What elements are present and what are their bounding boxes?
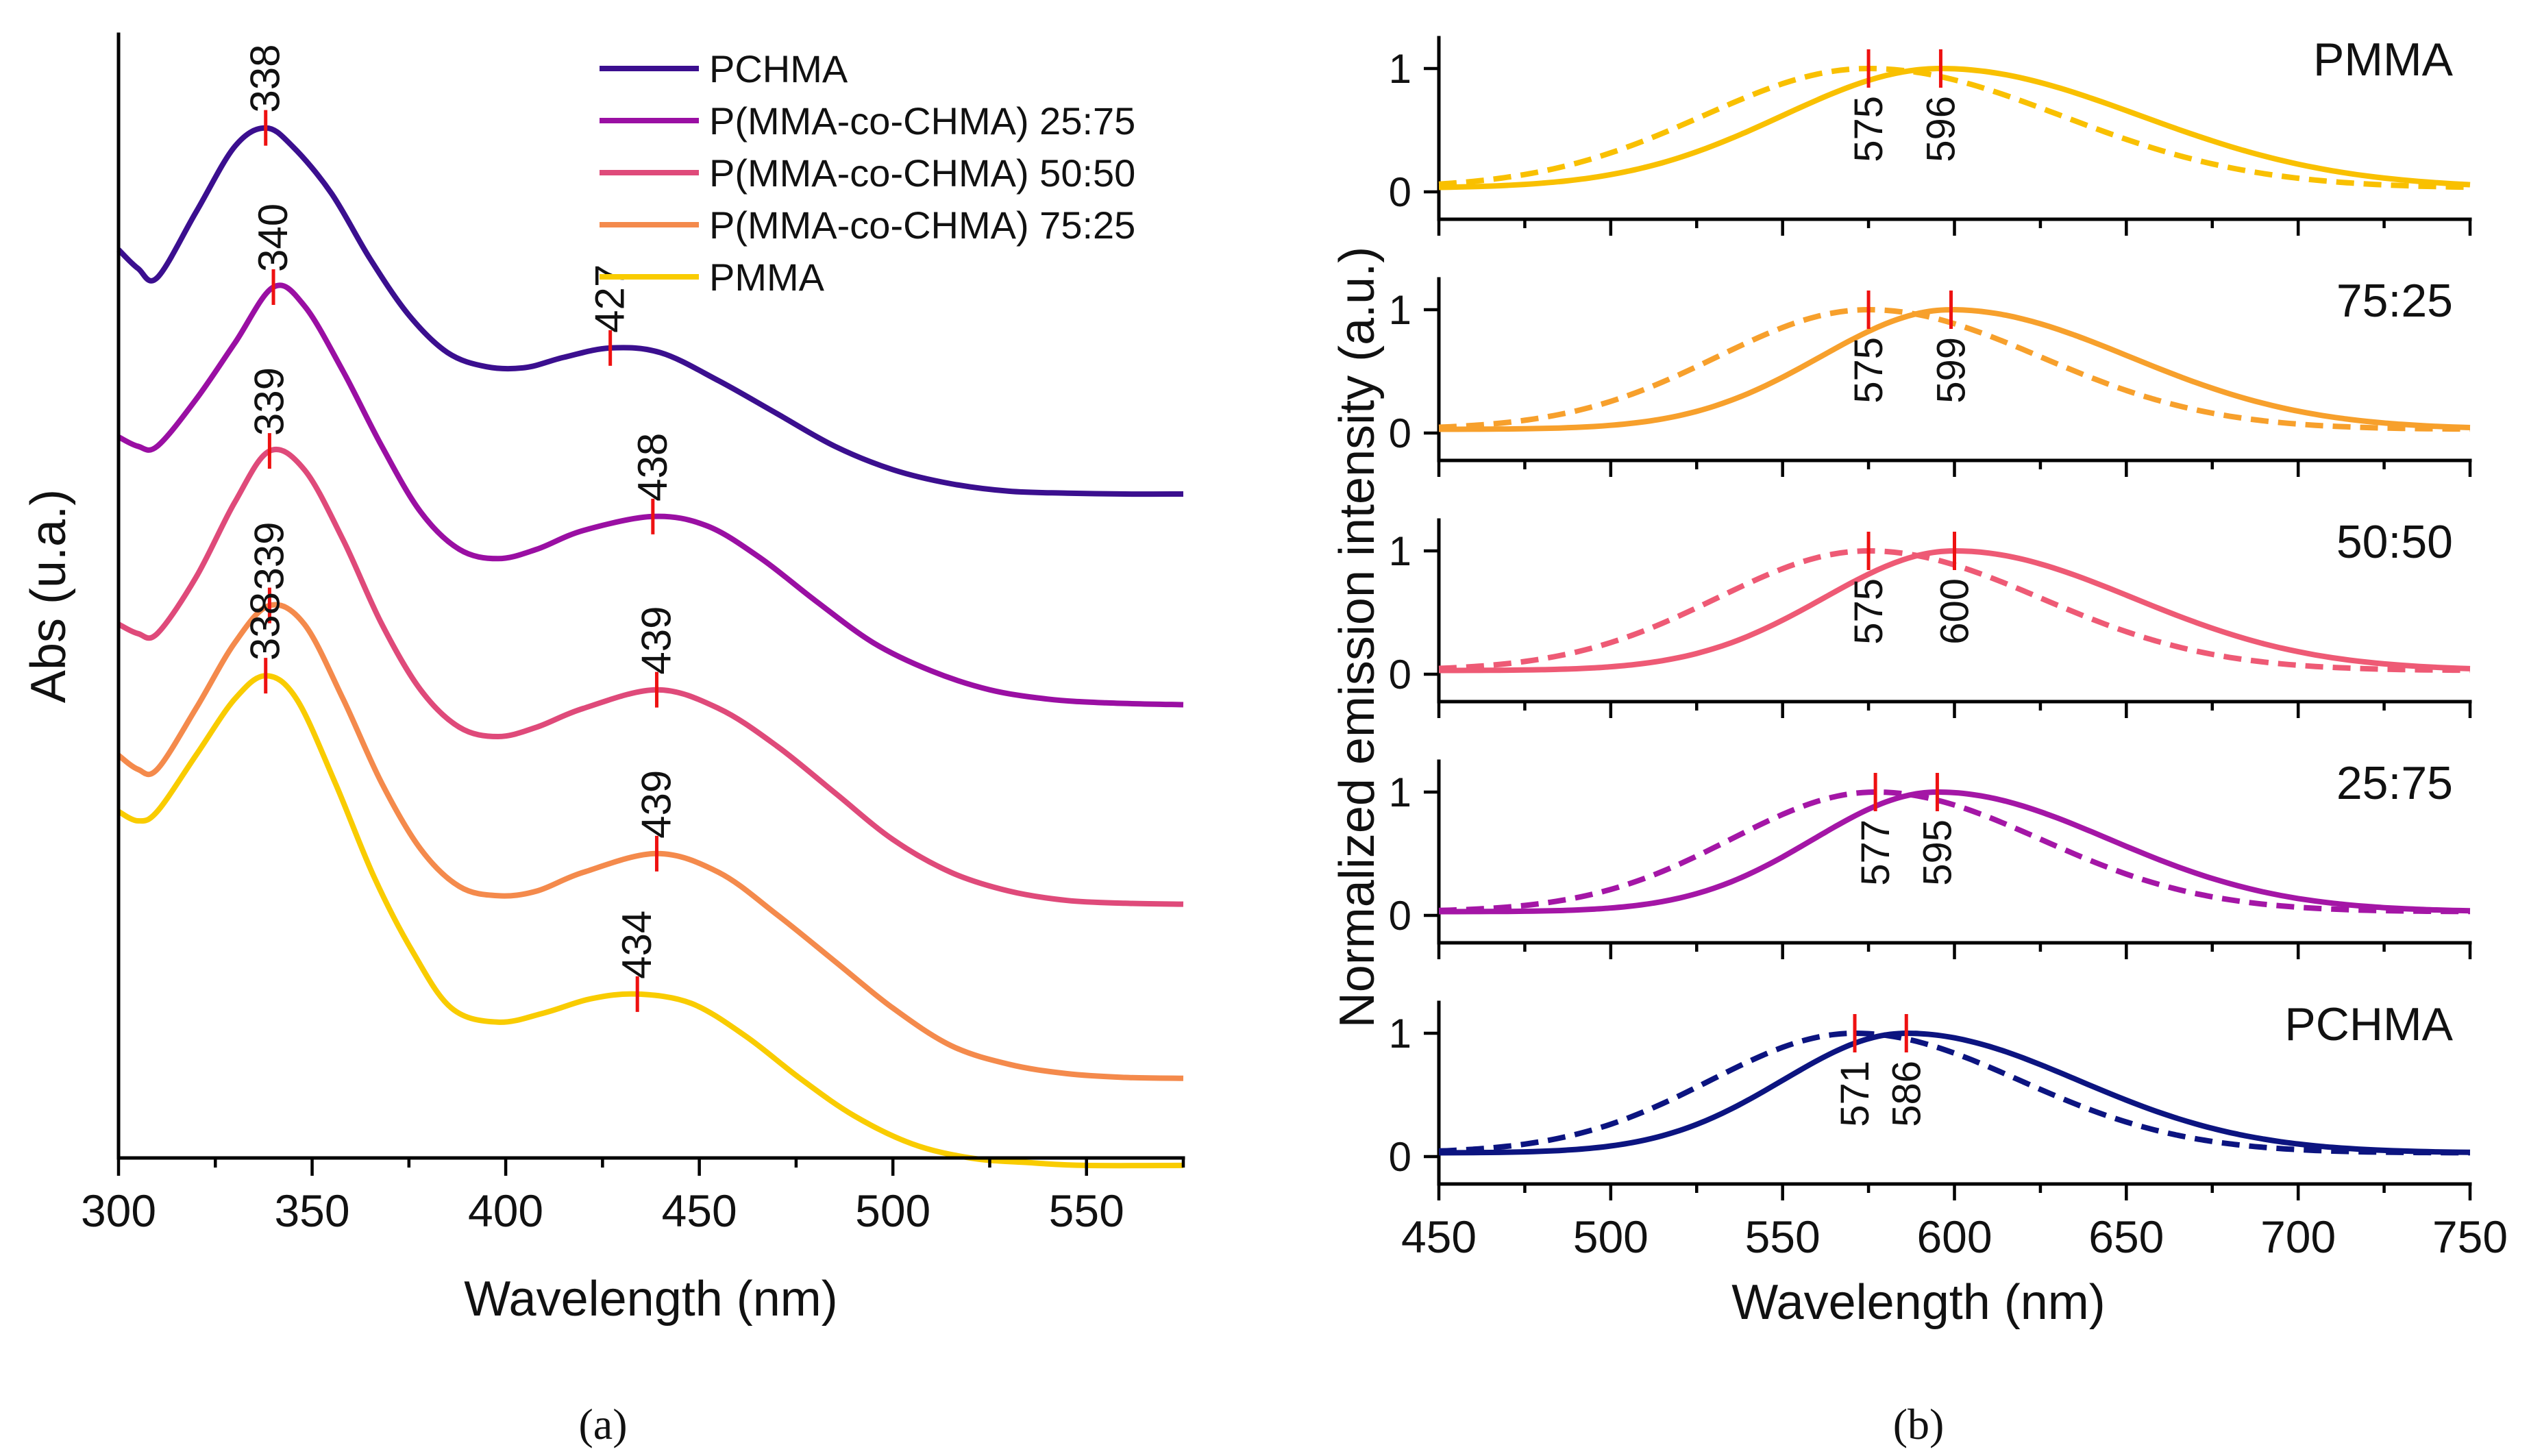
x-ticks-a: 300 350 400 450 500 550 — [81, 1158, 1185, 1236]
x-tick-label: 600 — [1916, 1211, 1992, 1262]
peak-label: 438 — [630, 433, 676, 502]
series-line-0 — [116, 125, 1184, 497]
y-tick-label: 1 — [1389, 769, 1411, 815]
peak-label: 338 — [243, 45, 288, 113]
peak-label: 338 — [243, 592, 288, 661]
x-tick-label: 350 — [274, 1185, 349, 1236]
emission-solid-curve — [1438, 306, 2471, 432]
peak-label: 339 — [246, 522, 292, 591]
series-line-2 — [117, 446, 1184, 907]
emission-subpanels: 0 1 575 596 PMMA 0 1 575 599 75:25 0 1 575 600 50:50 0 1… — [1389, 34, 2508, 1262]
series-line-4 — [117, 673, 1184, 1169]
x-tick-label: 450 — [1401, 1211, 1477, 1262]
y-tick-label: 1 — [1389, 46, 1411, 92]
emission-dashed-curve — [1438, 65, 2471, 190]
x-tick-label: 500 — [855, 1185, 930, 1236]
x-tick-label: 550 — [1745, 1211, 1821, 1262]
caption-b: (b) — [1893, 1400, 1945, 1448]
peak-label: 575 — [1847, 96, 1891, 162]
emission-panel-3: 0 1 577 595 25:75 — [1389, 757, 2472, 959]
peak-label: 571 — [1833, 1061, 1877, 1127]
series-line-1 — [117, 282, 1184, 708]
x-axis-label-b: Wavelength (nm) — [1731, 1275, 2106, 1330]
y-tick-label: 0 — [1389, 169, 1411, 215]
peak-label: 596 — [1918, 96, 1963, 162]
y-tick-label: 0 — [1389, 652, 1411, 698]
peak-label: 439 — [633, 606, 679, 675]
peak-label: 600 — [1933, 578, 1977, 645]
y-axis-label-b: Normalized emission intensity (a.u.) — [1330, 247, 1385, 1028]
y-tick-label: 1 — [1389, 1011, 1411, 1057]
peak-label: 586 — [1884, 1061, 1929, 1127]
peak-label: 439 — [633, 770, 679, 839]
panel-title: 25:75 — [2336, 757, 2453, 809]
y-tick-label: 1 — [1389, 528, 1411, 574]
legend-label: PMMA — [709, 256, 825, 299]
panel-title: PMMA — [2313, 34, 2454, 86]
y-tick-label: 0 — [1389, 1134, 1411, 1180]
panel-title: 75:25 — [2336, 275, 2453, 327]
emission-dashed-curve — [1438, 306, 2471, 432]
panel-title: PCHMA — [2284, 998, 2453, 1050]
emission-solid-curve — [1439, 789, 2471, 915]
x-tick-label: 400 — [468, 1185, 543, 1236]
legend-label: P(MMA-co-CHMA) 25:75 — [709, 99, 1135, 143]
legend-label: P(MMA-co-CHMA) 75:25 — [709, 203, 1135, 247]
peak-label: 575 — [1847, 578, 1891, 645]
peak-label: 434 — [614, 911, 660, 979]
x-tick-label: 300 — [81, 1185, 156, 1236]
peak-label: 599 — [1929, 337, 1973, 404]
caption-a: (a) — [578, 1400, 627, 1448]
emission-panel-0: 0 1 575 596 PMMA — [1389, 34, 2472, 236]
y-tick-label: 0 — [1389, 410, 1411, 456]
emission-panel-1: 0 1 575 599 75:25 — [1389, 275, 2472, 477]
emission-dashed-curve — [1438, 1030, 2470, 1156]
y-tick-label: 0 — [1389, 893, 1411, 939]
y-axis-label-a: Abs (u.a.) — [21, 489, 76, 703]
series-line-3 — [116, 602, 1184, 1081]
emission-solid-curve — [1438, 1030, 2471, 1156]
x-tick-label: 650 — [2088, 1211, 2164, 1262]
x-tick-label: 450 — [662, 1185, 737, 1236]
x-tick-label: 750 — [2432, 1211, 2508, 1262]
x-axis-label-a: Wavelength (nm) — [464, 1272, 838, 1327]
legend-label: PCHMA — [709, 47, 848, 90]
peak-label: 339 — [246, 367, 292, 436]
peak-label: 575 — [1847, 337, 1891, 404]
peak-label: 577 — [1853, 819, 1898, 886]
emission-chart: 0 1 575 596 PMMA 0 1 575 599 75:25 0 1 575 600 50:50 0 1… — [1330, 34, 2508, 1448]
emission-panel-4: 0 1 450 500 550 600 650 700 750 571 586 PCHMA — [1389, 998, 2508, 1262]
legend: PCHMA P(MMA-co-CHMA) 25:75 P(MMA-co-CHMA) … — [600, 47, 1135, 299]
emission-panel-2: 0 1 575 600 50:50 — [1389, 516, 2472, 718]
x-tick-label: 700 — [2260, 1211, 2336, 1262]
x-tick-label: 500 — [1573, 1211, 1649, 1262]
emission-dashed-curve — [1438, 789, 2471, 915]
peak-label: 595 — [1915, 819, 1960, 886]
y-tick-label: 1 — [1389, 287, 1411, 333]
legend-label: P(MMA-co-CHMA) 50:50 — [709, 151, 1135, 195]
peak-label: 340 — [250, 203, 296, 272]
emission-solid-curve — [1438, 65, 2471, 190]
x-tick-label: 550 — [1049, 1185, 1124, 1236]
panel-title: 50:50 — [2336, 516, 2453, 568]
absorption-series-group — [116, 125, 1184, 1169]
